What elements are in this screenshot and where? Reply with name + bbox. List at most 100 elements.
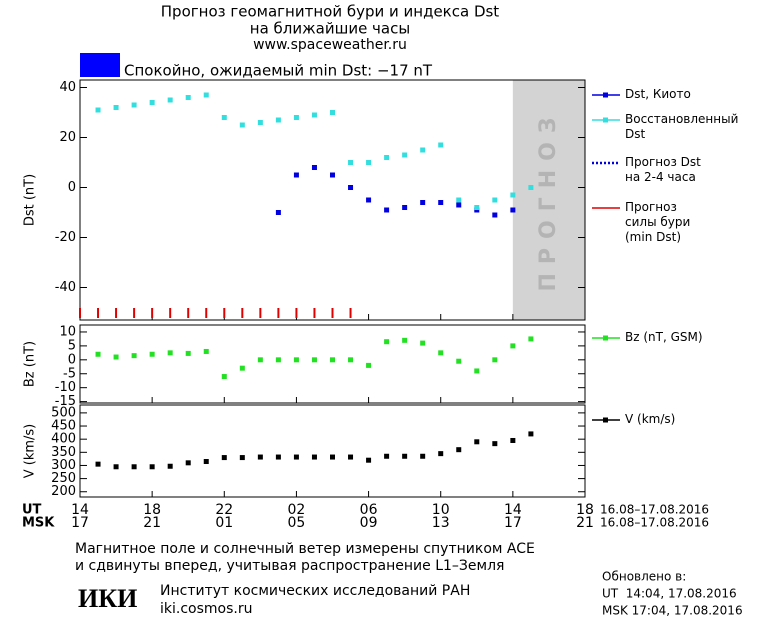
y-tick-label: -40: [55, 280, 76, 295]
status-indicator: [80, 53, 120, 77]
date-range: 16.08–17.08.2016: [600, 503, 709, 517]
forecast-label: ПРОГНОЗ: [536, 108, 561, 291]
plot-frame: [79, 324, 586, 404]
data-point: [330, 172, 335, 178]
data-point: [293, 454, 299, 460]
y-tick-label: 300: [51, 458, 76, 473]
legend-marker: [603, 417, 608, 423]
x-tick-label-msk: 17: [504, 515, 522, 531]
plot-frame: [79, 404, 586, 498]
plot-frame: [79, 79, 586, 321]
data-point: [221, 374, 227, 380]
x-tick-label: 02: [288, 502, 306, 518]
data-point: [221, 115, 227, 120]
data-point: [402, 337, 408, 343]
y-tick-label: 10: [59, 324, 76, 339]
x-tick-label-msk: 21: [143, 515, 161, 531]
data-point: [528, 431, 534, 437]
y-tick-label: 250: [51, 471, 76, 486]
data-point: [311, 357, 317, 363]
data-point: [167, 463, 173, 469]
data-point: [257, 120, 263, 125]
data-point: [438, 451, 444, 457]
data-point: [438, 200, 444, 205]
y-tick-label: 400: [51, 432, 76, 447]
data-point: [420, 453, 426, 459]
y-tick-label: 350: [51, 445, 76, 460]
y-tick-label: 450: [51, 419, 76, 434]
data-point: [185, 95, 191, 100]
data-point: [149, 351, 155, 357]
y-tick-label: 0: [68, 352, 76, 367]
data-point: [131, 102, 137, 108]
data-point: [492, 441, 498, 447]
data-point: [275, 454, 281, 460]
updated: Обновлено в:: [602, 570, 686, 584]
x-axis-title: UT: [22, 503, 42, 518]
data-point: [203, 92, 209, 98]
data-point: [131, 353, 137, 359]
data-point: [149, 464, 155, 470]
legend-marker: [603, 117, 608, 123]
data-point: [185, 350, 191, 356]
x-tick-label: 10: [432, 502, 450, 518]
data-point: [528, 336, 534, 342]
data-point: [456, 358, 462, 364]
data-point: [95, 107, 101, 113]
data-point: [492, 357, 498, 363]
data-point: [366, 457, 372, 463]
y-tick-label: 0: [68, 180, 76, 195]
data-point: [95, 351, 101, 357]
data-point: [293, 172, 299, 178]
y-tick-label: 200: [51, 484, 76, 499]
y-tick-label: 5: [68, 338, 76, 353]
data-point: [474, 439, 480, 445]
y-tick-label: -15: [55, 394, 76, 409]
data-point: [492, 197, 498, 203]
data-point: [311, 112, 317, 118]
data-point: [113, 464, 119, 470]
institute: Институт космических исследований РАН: [160, 583, 470, 599]
legend-label: Прогноз Dst на 2-4 часа: [625, 155, 701, 184]
data-point: [420, 340, 426, 346]
data-point: [456, 202, 462, 208]
legend-marker: [603, 335, 608, 341]
y-tick-label: 500: [51, 405, 76, 420]
data-point: [221, 455, 227, 461]
data-point: [510, 207, 516, 213]
data-point: [131, 464, 137, 470]
data-point: [384, 339, 390, 345]
data-point: [275, 210, 281, 215]
note: Магнитное поле и солнечный ветер измерен…: [75, 541, 535, 557]
legend-label: Восстановленный Dst: [625, 112, 739, 141]
title: Прогноз геомагнитной бури и индекса Dst: [161, 3, 500, 21]
x-tick-label: 14: [71, 502, 89, 518]
x-tick-label-msk: 17: [71, 515, 89, 531]
status-text: Спокойно, ожидаемый min Dst: −17 nT: [124, 62, 433, 80]
data-point: [456, 197, 462, 203]
data-point: [510, 437, 516, 443]
data-point: [474, 368, 480, 374]
data-point: [366, 160, 372, 165]
data-point: [293, 115, 299, 120]
data-point: [311, 454, 317, 460]
data-point: [95, 461, 101, 467]
y-axis-title: V (km/s): [23, 424, 38, 479]
y-tick-label: -20: [55, 230, 76, 245]
data-point: [330, 454, 335, 460]
data-point: [167, 350, 173, 356]
data-point: [420, 200, 426, 205]
data-point: [402, 453, 408, 459]
data-point: [366, 197, 372, 203]
data-point: [348, 357, 354, 363]
data-point: [510, 343, 516, 349]
data-point: [492, 212, 498, 218]
y-tick-label: -10: [55, 380, 76, 395]
legend-label: Прогноз силы бури (min Dst): [625, 200, 691, 244]
legend-label: Dst, Киото: [625, 87, 691, 101]
data-point: [167, 97, 173, 103]
data-point: [275, 357, 281, 363]
legend-label: Bz (nT, GSM): [625, 330, 703, 344]
